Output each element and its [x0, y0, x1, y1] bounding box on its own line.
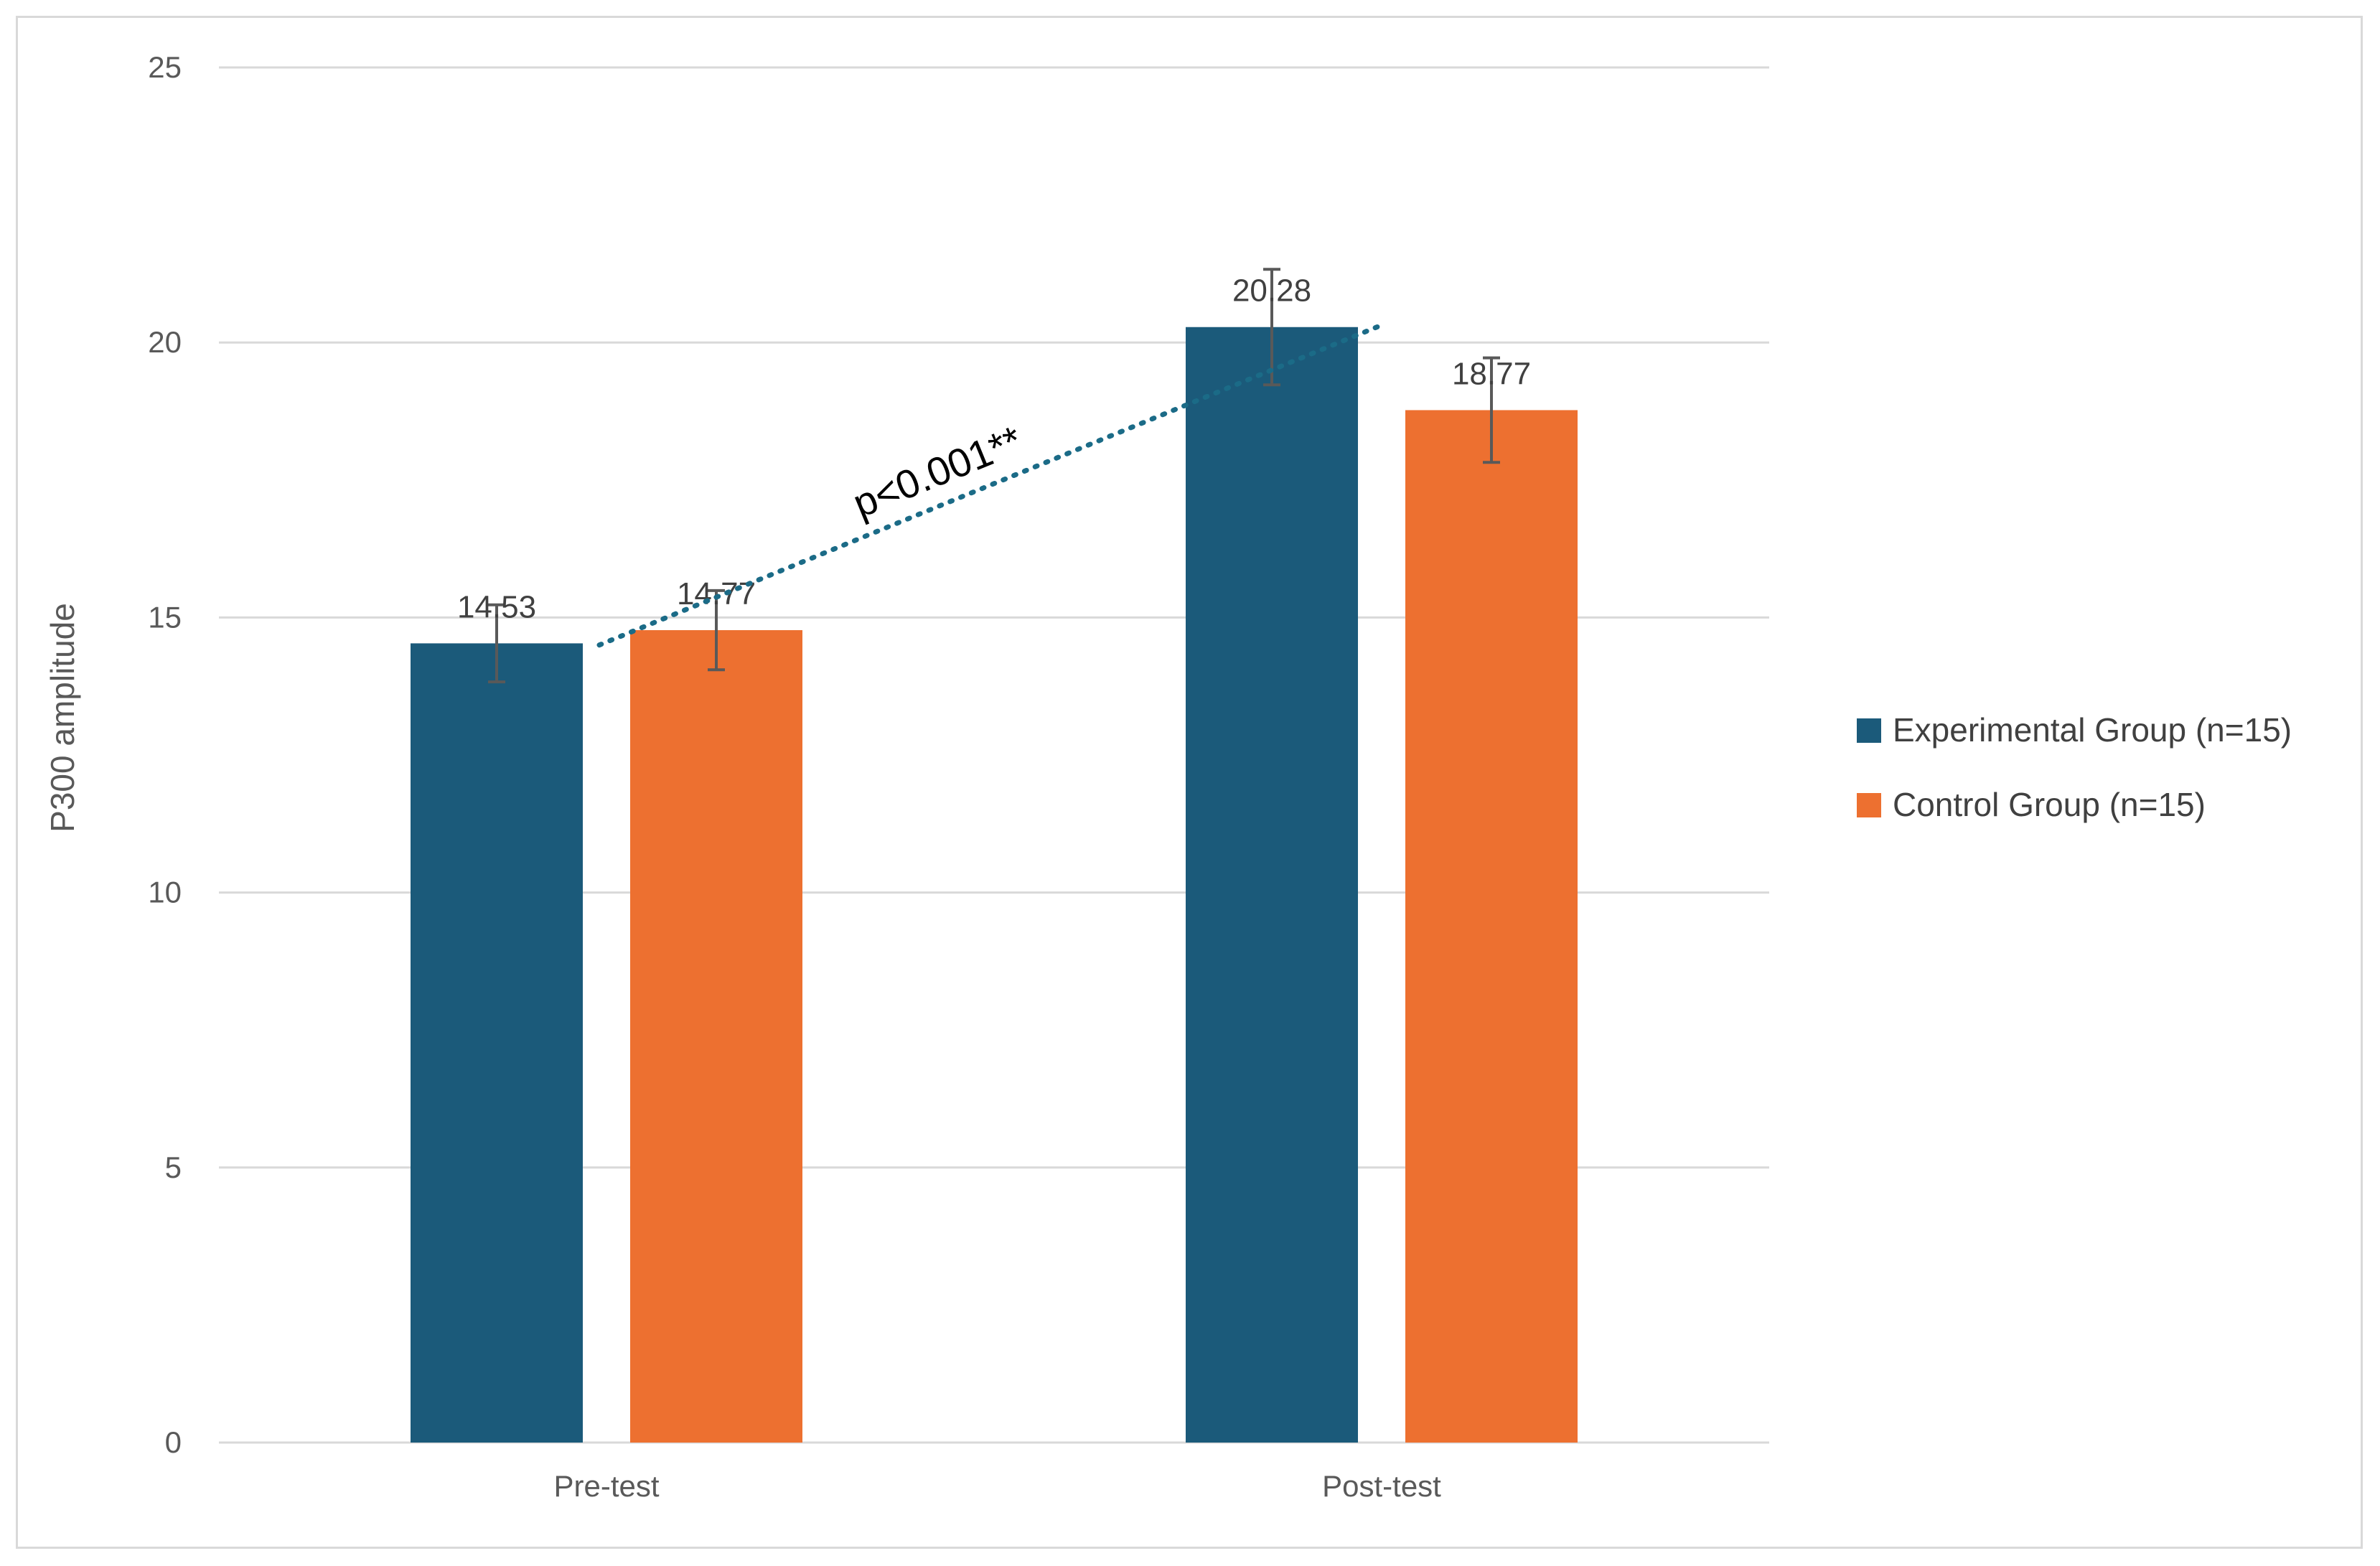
y-tick-label-10: 10 — [148, 876, 182, 909]
legend-swatch-s1 — [1857, 793, 1881, 817]
bar-s0-pre-test — [411, 643, 583, 1443]
legend-swatch-s0 — [1857, 718, 1881, 743]
data-label-s1-pre-test: 14.77 — [677, 576, 756, 611]
bars — [411, 327, 1578, 1443]
y-tick-label-25: 25 — [148, 50, 182, 84]
legend: Experimental Group (n=15) Control Group (… — [1857, 711, 2292, 823]
y-axis-title: P300 amplitude — [44, 603, 81, 833]
y-tick-label-0: 0 — [165, 1425, 182, 1459]
y-tick-label-5: 5 — [165, 1150, 182, 1184]
data-label-s0-post-test: 20.28 — [1232, 273, 1311, 309]
chart-frame: 0 5 10 15 20 25 14.53 14.77 20.28 18.77 Pre-test… — [16, 16, 2363, 1549]
bar-chart: 0 5 10 15 20 25 14.53 14.77 20.28 18.77 Pre-test… — [44, 50, 2292, 1503]
bar-s1-post-test — [1405, 410, 1578, 1443]
trend-dotted-line — [596, 323, 1382, 648]
data-label-s0-pre-test: 14.53 — [457, 589, 536, 624]
data-label-s1-post-test: 18.77 — [1452, 356, 1531, 391]
x-category-label-post-test: Post-test — [1322, 1469, 1441, 1503]
error-bar-s0-pre-test — [488, 603, 505, 684]
error-bar-s1-pre-test — [708, 589, 725, 672]
data-labels: 14.53 14.77 20.28 18.77 — [457, 273, 1531, 625]
x-axis-categories: Pre-test Post-test — [553, 1469, 1441, 1503]
legend-label-s0: Experimental Group (n=15) — [1893, 711, 2292, 749]
bar-s0-post-test — [1186, 327, 1358, 1443]
x-category-label-pre-test: Pre-test — [553, 1469, 659, 1503]
error-bar-s1-post-test — [1483, 356, 1500, 464]
error-bar-s0-post-test — [1263, 268, 1280, 387]
error-bars — [488, 268, 1500, 684]
y-tick-label-15: 15 — [148, 600, 182, 634]
y-axis-ticks: 0 5 10 15 20 25 — [148, 50, 182, 1459]
legend-label-s1: Control Group (n=15) — [1893, 786, 2206, 823]
p-value-annotation: p<0.001** — [846, 417, 1028, 526]
y-tick-label-20: 20 — [148, 325, 182, 359]
bar-s1-pre-test — [630, 630, 802, 1443]
